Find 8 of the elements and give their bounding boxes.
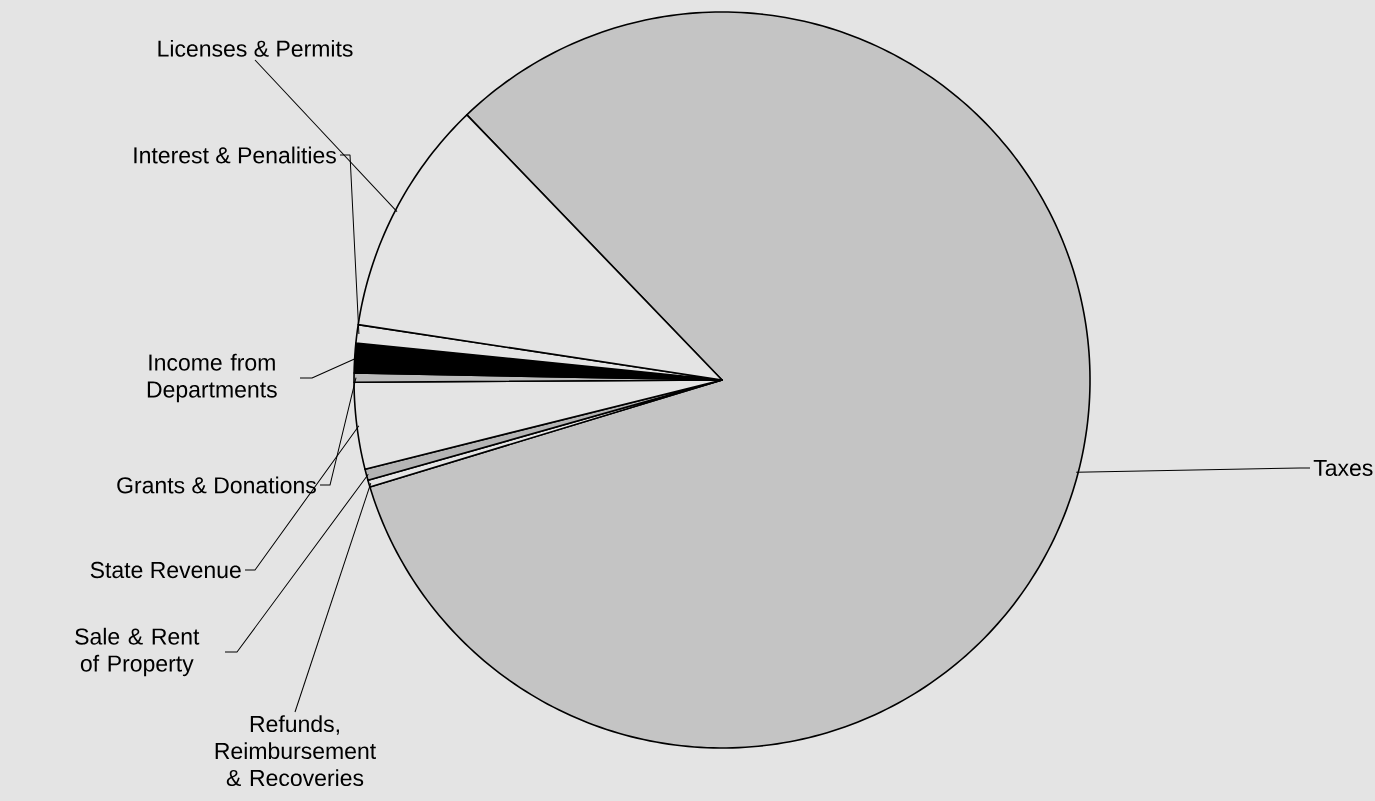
- slice-label: Licenses & Permits: [158, 39, 353, 57]
- slice-label: Taxes: [1313, 459, 1373, 477]
- slice-label: Income from Departments: [147, 353, 277, 403]
- slice-label: Grants & Donations: [117, 476, 316, 494]
- slice-label: State Revenue: [90, 561, 241, 579]
- slice-label: Interest & Penalities: [134, 146, 336, 164]
- slice-label: Sale & Rent of Property: [75, 627, 200, 677]
- slice-label: Refunds, Reimbursement & Recoveries: [215, 715, 376, 787]
